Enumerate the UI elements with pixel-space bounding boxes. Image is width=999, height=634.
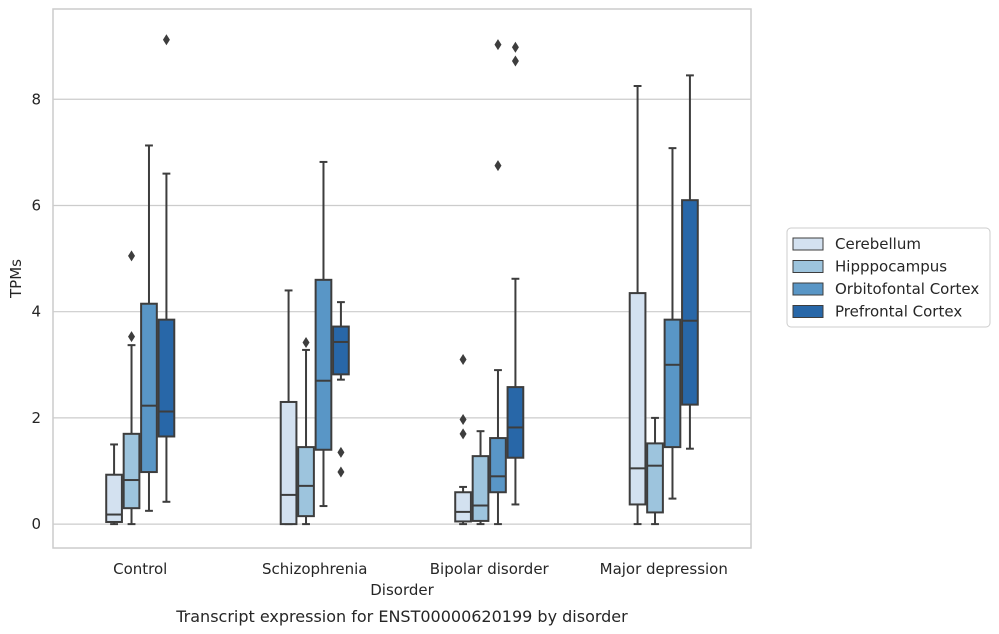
- legend-label: Prefrontal Cortex: [835, 303, 962, 321]
- chart-title: Transcript expression for ENST0000062019…: [175, 607, 628, 626]
- legend-swatch: [792, 282, 824, 296]
- outlier-point: [494, 160, 502, 172]
- box: [314, 160, 333, 508]
- y-tick-label: 0: [31, 515, 41, 533]
- box: [122, 250, 141, 526]
- box-body: [279, 400, 298, 526]
- outlier-point: [459, 428, 467, 440]
- box-body: [105, 473, 123, 523]
- box-body: [681, 199, 699, 406]
- x-tick-label: Bipolar disorder: [430, 560, 550, 578]
- legend: Cerebellum Hipppocampus Orbitofontal Corte…: [786, 227, 991, 328]
- y-axis-ticks: 0 2 4 6 8: [31, 90, 41, 533]
- series-hipppocampus: [122, 250, 664, 526]
- box-body: [122, 432, 141, 510]
- box: [681, 74, 699, 450]
- series-cerebellum: [105, 85, 647, 526]
- box-body: [140, 302, 158, 474]
- x-tick-label: Control: [113, 560, 167, 578]
- box-series: [105, 34, 699, 526]
- box: [279, 289, 298, 526]
- box-body: [454, 491, 472, 523]
- legend-item: Cerebellum: [792, 235, 921, 253]
- box-body: [663, 318, 682, 449]
- box: [628, 85, 647, 526]
- outlier-point: [511, 55, 519, 67]
- legend-swatch: [792, 305, 824, 318]
- legend-item: Prefrontal Cortex: [792, 303, 962, 321]
- y-tick-label: 8: [31, 90, 41, 108]
- outlier-point: [337, 446, 345, 458]
- outlier-point: [511, 41, 519, 53]
- outlier-point: [494, 39, 502, 51]
- series-orbitofontal-cortex: [140, 39, 682, 526]
- box-body: [157, 318, 176, 438]
- legend-item: Hipppocampus: [792, 258, 947, 276]
- box: [506, 41, 525, 506]
- outlier-point: [459, 353, 467, 365]
- x-tick-label: Schizophrenia: [262, 560, 367, 578]
- box: [157, 34, 176, 503]
- outlier-point: [302, 336, 310, 348]
- legend-label: Orbitofontal Cortex: [835, 280, 979, 298]
- legend-item: Orbitofontal Cortex: [792, 280, 979, 298]
- legend-label: Cerebellum: [835, 235, 921, 253]
- x-axis-ticks: Control Schizophrenia Bipolar disorder Majo…: [113, 560, 728, 578]
- outlier-point: [459, 413, 467, 425]
- legend-frame: [786, 227, 991, 328]
- box: [297, 336, 315, 526]
- y-tick-label: 6: [31, 196, 41, 214]
- box: [454, 353, 472, 526]
- box-body: [297, 446, 315, 518]
- x-tick-label: Major depression: [600, 560, 728, 578]
- box-body: [646, 442, 664, 514]
- outlier-point: [128, 331, 136, 343]
- box-body: [471, 455, 490, 522]
- box: [105, 443, 123, 526]
- box-body: [314, 278, 333, 451]
- series-prefrontal-cortex: [157, 34, 699, 506]
- box: [663, 147, 682, 500]
- box: [140, 144, 158, 512]
- box-body: [628, 292, 647, 506]
- box-body: [506, 386, 525, 459]
- box: [332, 301, 350, 478]
- box-body: [332, 325, 350, 376]
- y-axis-label: TPMs: [7, 259, 25, 299]
- outlier-point: [128, 250, 136, 262]
- box: [471, 430, 490, 526]
- plot-frame: [52, 8, 752, 549]
- outlier-point: [162, 34, 170, 46]
- y-tick-label: 4: [31, 303, 41, 321]
- y-tick-label: 2: [31, 409, 41, 427]
- legend-label: Hipppocampus: [835, 258, 947, 276]
- box: [646, 416, 664, 526]
- x-axis-label: Disorder: [370, 581, 434, 599]
- box: [489, 39, 507, 526]
- outlier-point: [337, 466, 345, 478]
- legend-swatch: [792, 260, 824, 273]
- legend-swatch: [792, 237, 824, 251]
- box-body: [489, 437, 507, 494]
